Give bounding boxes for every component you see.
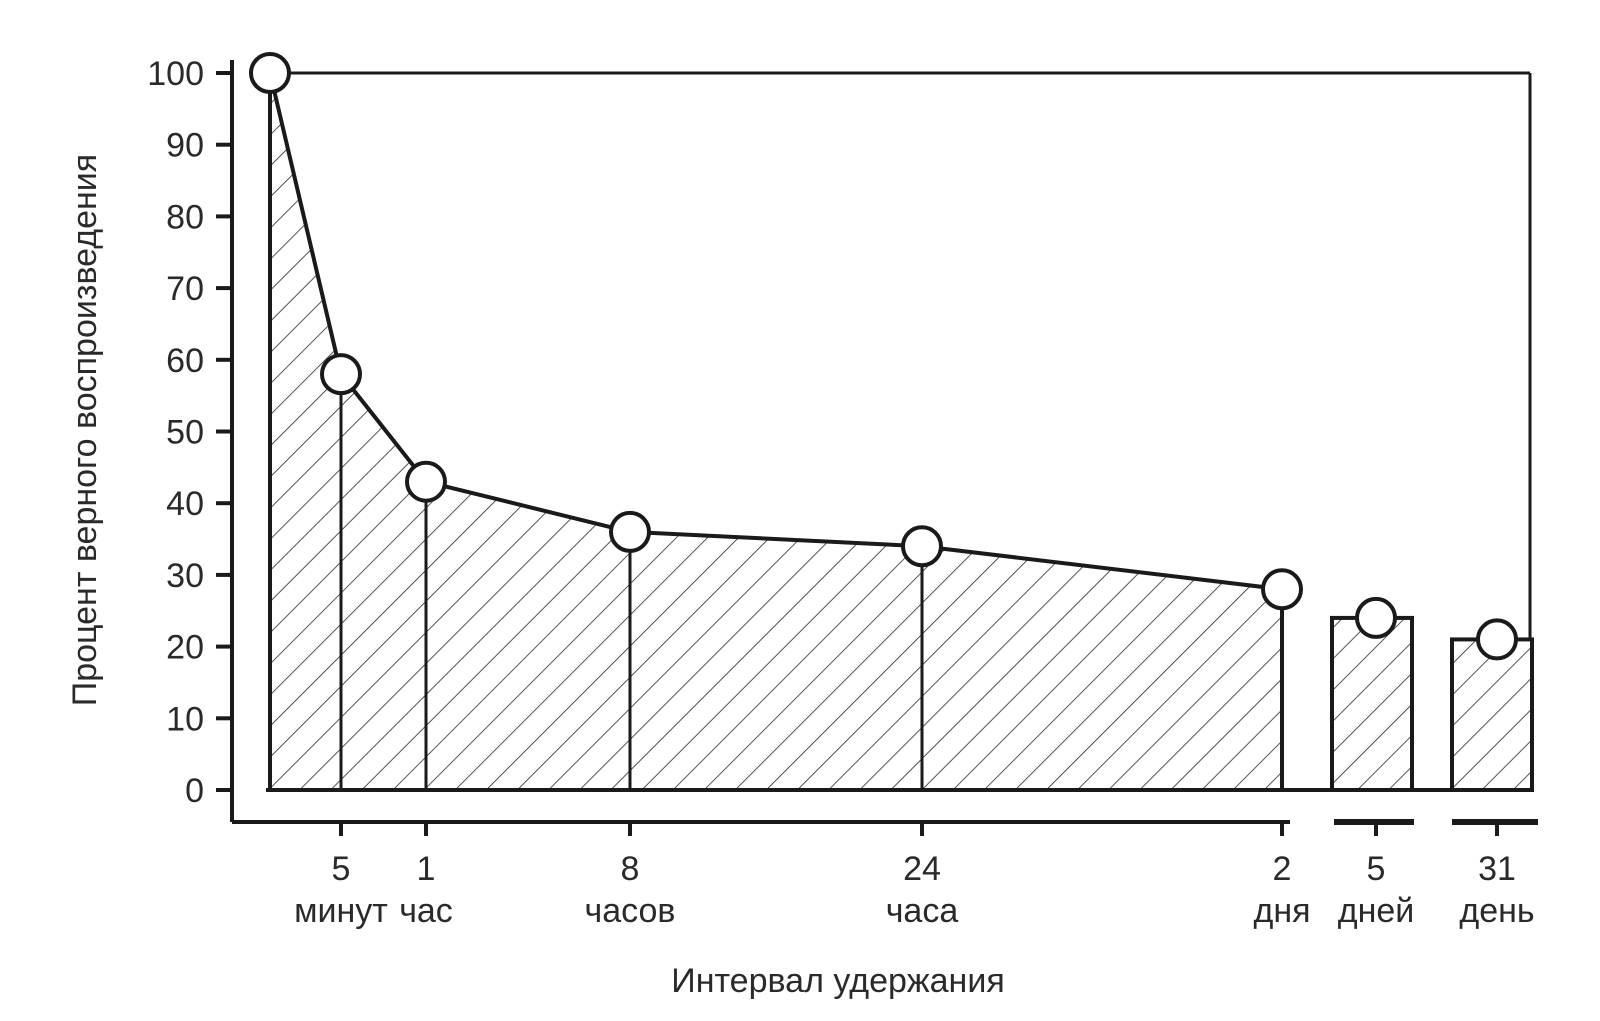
- x-tick-value: 24: [903, 850, 941, 888]
- data-point: [1261, 568, 1303, 611]
- data-point: [249, 52, 291, 94]
- x-tick-value: 5: [332, 850, 351, 888]
- x-tick-unit: часов: [585, 892, 676, 930]
- axes-layer: [216, 60, 1538, 836]
- x-tick-unit: дня: [1253, 892, 1310, 930]
- x-tick-value: 8: [621, 850, 640, 888]
- y-axis-title: Процент верного воспроизведения: [66, 154, 104, 706]
- data-point: [405, 460, 447, 503]
- x-tick-unit: дней: [1338, 892, 1415, 930]
- data-point: [609, 510, 651, 553]
- x-tick-value: 1: [417, 850, 436, 888]
- data-point: [901, 525, 943, 568]
- area-main-fill: [270, 73, 1282, 790]
- text-layer: 0 10 20 30 40 50 60 70 80 90 100 5 минут 1 час 8 часов 24…: [147, 55, 1534, 930]
- points-layer: [249, 52, 1518, 661]
- x-tick-value: 5: [1367, 850, 1386, 888]
- x-tick-unit: час: [399, 892, 453, 930]
- x-tick-unit: день: [1459, 892, 1534, 930]
- data-point: [320, 353, 362, 396]
- y-tick-label: 30: [166, 557, 204, 595]
- y-tick-label: 90: [166, 127, 204, 165]
- x-tick-unit: часа: [886, 892, 959, 930]
- x-tick-value: 31: [1478, 850, 1516, 888]
- data-point: [1355, 596, 1397, 639]
- x-axis-title: Интервал удержания: [671, 962, 1004, 1000]
- y-tick-label: 50: [166, 414, 204, 452]
- y-tick-label: 0: [185, 772, 204, 810]
- bar-segment: [1330, 615, 1414, 792]
- y-tick-label: 20: [166, 629, 204, 667]
- x-tick-value: 2: [1273, 850, 1292, 888]
- bar-segment: [1450, 637, 1534, 792]
- fill-layer: [268, 71, 1534, 792]
- y-tick-label: 70: [166, 270, 204, 308]
- y-tick-label: 40: [166, 485, 204, 523]
- data-point: [1476, 618, 1518, 661]
- y-tick-label: 80: [166, 198, 204, 236]
- y-tick-label: 10: [166, 700, 204, 738]
- x-tick-unit: минут: [294, 892, 388, 930]
- frame-layer: [266, 71, 1534, 792]
- y-tick-label: 100: [147, 55, 204, 93]
- y-tick-label: 60: [166, 342, 204, 380]
